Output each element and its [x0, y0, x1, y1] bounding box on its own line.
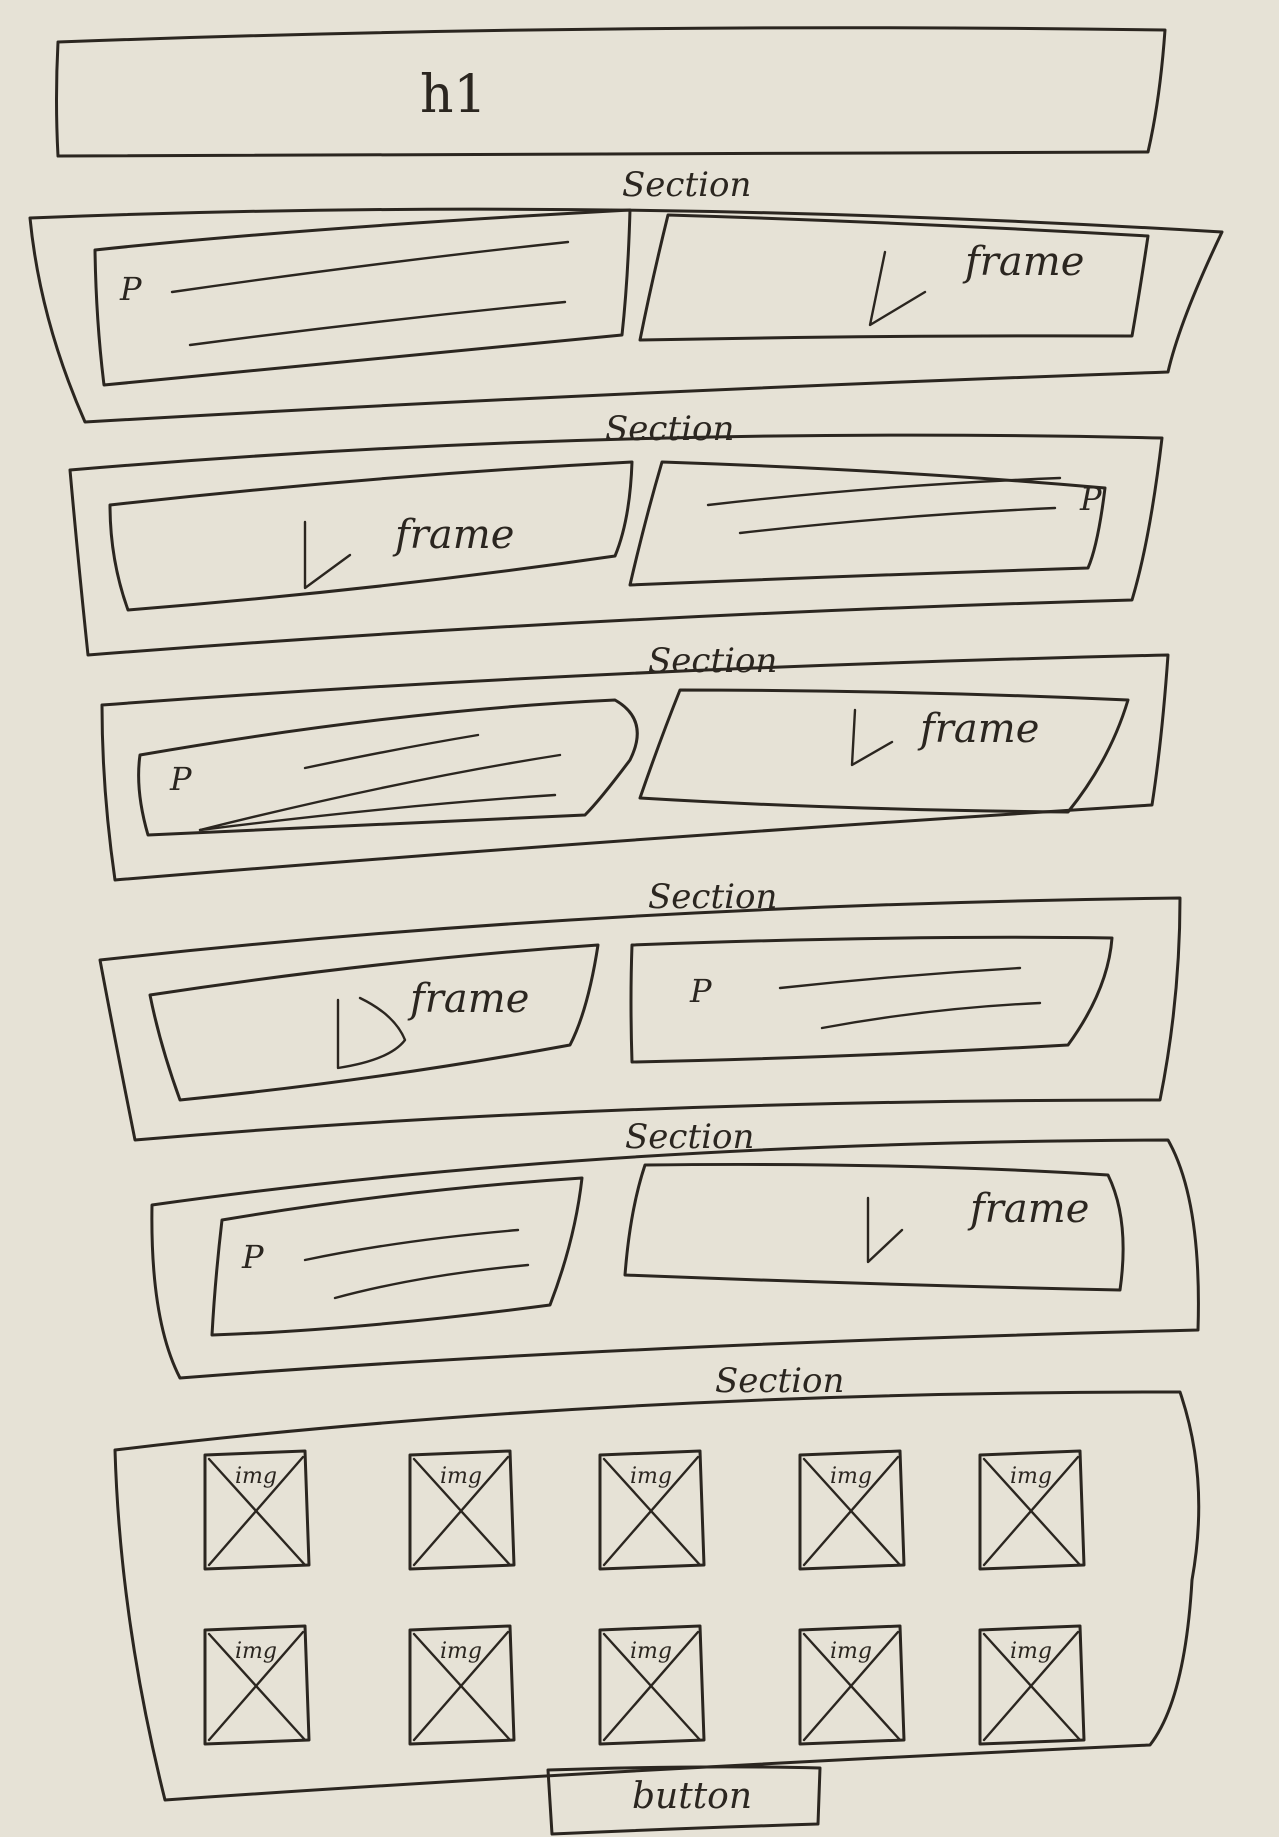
image-label: img [630, 1639, 672, 1664]
section-label: Section [648, 641, 777, 681]
section-row-2: Section frame P [68, 409, 1164, 657]
cta-button[interactable]: button [546, 1765, 822, 1836]
paragraph-block: P [629, 935, 1114, 1064]
paragraph-label: P [689, 972, 712, 1010]
paragraph-label: P [169, 760, 192, 798]
image-placeholder: img [978, 1449, 1086, 1571]
button-label: button [632, 1776, 752, 1817]
frame-block: frame [638, 213, 1150, 342]
section-row-4: Section frame P [98, 877, 1182, 1142]
frame-label: frame [392, 512, 514, 558]
image-placeholder: img [798, 1449, 906, 1571]
image-placeholder: img [598, 1449, 706, 1571]
image-label: img [630, 1464, 672, 1489]
frame-block: frame [623, 1162, 1125, 1292]
image-placeholder: img [978, 1624, 1086, 1746]
section-row-5: Section P frame [150, 1117, 1200, 1380]
frame-label: frame [407, 976, 529, 1022]
image-placeholder: img [203, 1624, 311, 1746]
paragraph-block: P [93, 208, 632, 387]
paragraph-label: P [119, 270, 142, 308]
image-label: img [235, 1639, 277, 1664]
section-label: Section [622, 165, 751, 205]
image-placeholder: img [408, 1449, 516, 1571]
image-label: img [1010, 1464, 1052, 1489]
image-label: img [830, 1639, 872, 1664]
image-label: img [1010, 1639, 1052, 1664]
image-label: img [235, 1464, 277, 1489]
paragraph-label: P [1079, 480, 1102, 518]
image-placeholder: img [408, 1624, 516, 1746]
image-label: img [440, 1464, 482, 1489]
frame-label: frame [917, 706, 1039, 752]
h1-label: h1 [420, 65, 487, 125]
frame-block: frame [108, 460, 634, 612]
section-row-3: Section P frame [100, 641, 1170, 882]
frame-label: frame [967, 1186, 1089, 1232]
paragraph-label: P [241, 1238, 264, 1276]
image-label: img [440, 1639, 482, 1664]
paragraph-block: P [628, 460, 1107, 587]
image-gallery: img img img img img img img img img img [203, 1449, 1086, 1746]
h1-header-box: h1 [55, 26, 1167, 158]
section-label: Section [605, 409, 734, 449]
paragraph-block: P [210, 1176, 584, 1337]
frame-label: frame [962, 239, 1084, 285]
image-label: img [830, 1464, 872, 1489]
image-placeholder: img [798, 1624, 906, 1746]
frame-block: frame [148, 943, 600, 1102]
section-label: Section [715, 1361, 844, 1401]
image-placeholder: img [203, 1449, 311, 1571]
section-gallery: Section img img img img img img img img img img [113, 1361, 1201, 1802]
frame-block: frame [638, 688, 1130, 814]
paragraph-block: P [137, 698, 639, 837]
image-placeholder: img [598, 1624, 706, 1746]
section-row-1: Section P frame [28, 165, 1224, 424]
